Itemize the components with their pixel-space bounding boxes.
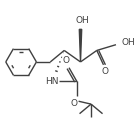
Text: OH: OH [122, 38, 135, 47]
Text: O: O [102, 67, 109, 76]
Text: O: O [63, 57, 70, 65]
Text: HN: HN [45, 77, 58, 86]
Text: OH: OH [75, 16, 89, 25]
Polygon shape [79, 29, 82, 62]
Text: O: O [70, 99, 77, 108]
